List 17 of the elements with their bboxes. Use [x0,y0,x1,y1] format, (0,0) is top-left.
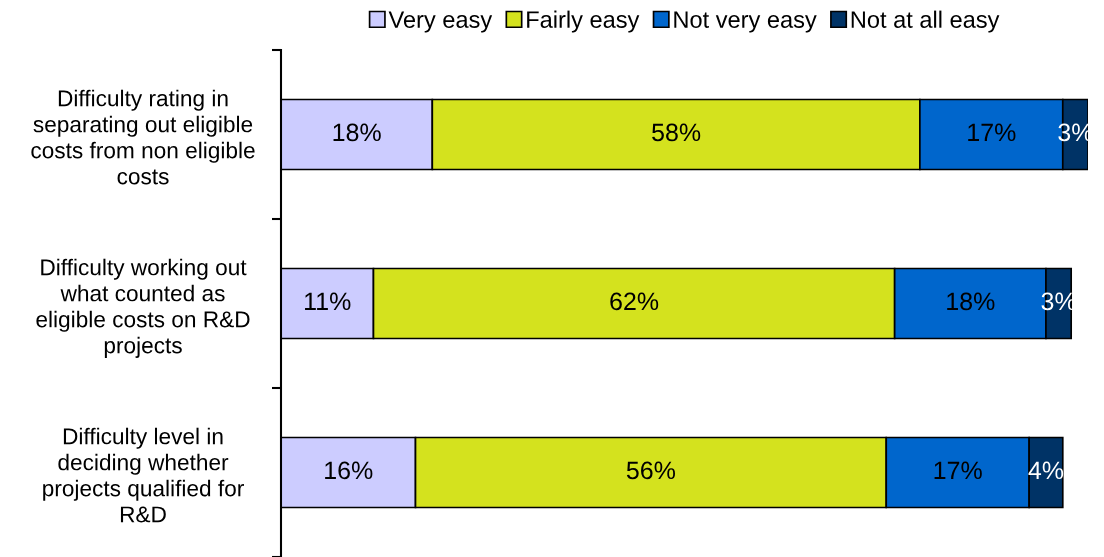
legend-label: Not very easy [674,11,817,33]
data-label: 4% [1028,461,1064,480]
data-label: 56% [626,461,675,480]
y-tick-label: Difficulty working out what counted as eligible costs on R&D projects [36,258,250,358]
data-label: 58% [652,123,701,142]
data-label: 62% [610,292,659,311]
data-label: 18% [947,292,995,311]
legend-label: Fairly easy [527,10,640,33]
data-label: 17% [968,123,1016,142]
data-label: 18% [333,123,381,142]
legend-label: Very easy [388,11,493,33]
data-label: 11% [305,292,351,311]
data-label: 17% [934,461,982,480]
data-label: 16% [325,461,373,480]
y-tick-label: Difficulty level in deciding whether projects qualified for R&D [43,427,244,523]
y-tick-label: Difficulty rating in separating out eligible costs from non eligible costs [31,89,255,185]
legend-label: Not at all easy [851,10,1000,33]
